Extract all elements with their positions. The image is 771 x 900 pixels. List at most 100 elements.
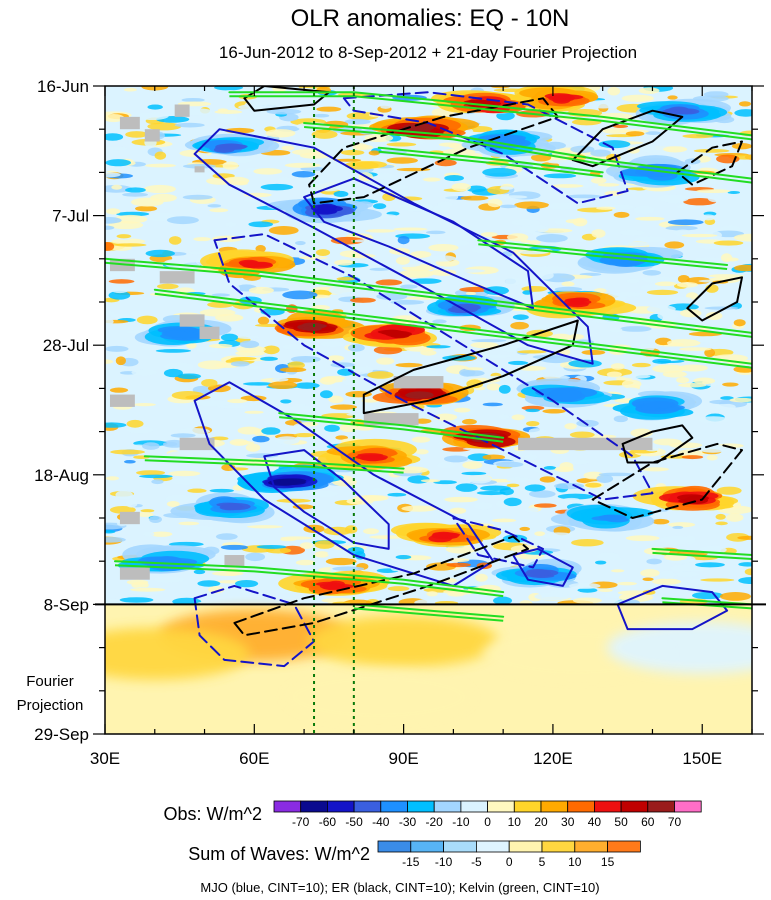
anomaly-cell <box>597 112 633 121</box>
anomaly-cluster-cell <box>566 301 589 308</box>
kelvin-contour-line <box>651 547 752 556</box>
anomaly-cell <box>426 591 438 597</box>
missing-data-box <box>144 129 160 142</box>
anomaly-cell <box>703 91 729 98</box>
waves-colorbar-swatch <box>541 840 576 853</box>
anomaly-cell <box>105 318 114 325</box>
anomaly-cell <box>314 551 330 558</box>
fourier-projection-field <box>105 604 752 734</box>
anomaly-cell <box>444 174 464 182</box>
anomaly-cell <box>387 586 410 592</box>
anomaly-cell <box>274 436 300 445</box>
anomaly-cell <box>147 122 182 131</box>
anomaly-cell <box>145 249 176 258</box>
anomaly-cell <box>726 513 744 522</box>
anomaly-cell <box>499 186 514 190</box>
anomaly-cell <box>678 347 712 351</box>
missing-data-box <box>159 271 195 284</box>
anomaly-cell <box>177 373 202 380</box>
anomaly-cell <box>125 499 138 508</box>
anomaly-cell <box>704 348 716 358</box>
anomaly-cell <box>612 124 629 128</box>
anomaly-cell <box>444 496 479 503</box>
anomaly-cell <box>131 581 149 589</box>
anomaly-cell <box>245 552 266 562</box>
anomaly-cell <box>554 286 583 292</box>
anomaly-cell <box>677 449 706 457</box>
anomaly-cell <box>344 118 371 125</box>
anomaly-cell <box>367 371 394 379</box>
anomaly-cell <box>105 146 128 151</box>
anomaly-cell <box>340 149 365 156</box>
anomaly-cell <box>397 235 410 245</box>
anomaly-cell <box>262 101 277 107</box>
anomaly-cell <box>140 509 155 513</box>
anomaly-cell <box>534 592 571 601</box>
kelvin-contour-line <box>303 122 752 180</box>
anomaly-cell <box>105 274 133 278</box>
anomaly-cluster-cell <box>544 93 574 100</box>
anomaly-cell <box>256 544 287 549</box>
anomaly-cell <box>641 467 670 472</box>
kelvin-contour-line <box>114 560 505 594</box>
obs-colorbar-label: Obs: W/m^2 <box>164 804 262 824</box>
anomaly-cell <box>744 568 752 576</box>
obs-colorbar-swatch <box>620 800 649 813</box>
anomaly-cell <box>115 356 126 366</box>
anomaly-cell <box>125 187 146 193</box>
obs-colorbar-tick-label: -60 <box>319 815 337 829</box>
obs-colorbar-swatch <box>353 800 382 813</box>
anomaly-cell <box>245 366 261 370</box>
anomaly-cell <box>715 513 726 520</box>
anomaly-cell <box>116 234 132 239</box>
anomaly-cell <box>716 486 742 495</box>
obs-colorbar-tick-label: 10 <box>508 815 522 829</box>
missing-data-box <box>174 104 190 117</box>
anomaly-cell <box>594 560 607 565</box>
anomaly-cell <box>443 192 459 201</box>
anomaly-cell <box>257 316 270 325</box>
anomaly-cell <box>122 192 149 197</box>
anomaly-cell <box>512 314 529 320</box>
projection-patch <box>105 627 250 680</box>
anomaly-cell <box>328 285 353 295</box>
anomaly-cell <box>113 214 148 224</box>
anomaly-cell <box>609 327 623 333</box>
anomaly-cell <box>634 236 666 243</box>
anomaly-cell <box>613 211 630 218</box>
anomaly-cell <box>713 240 744 246</box>
anomaly-cell <box>659 570 675 579</box>
anomaly-cell <box>432 319 447 324</box>
anomaly-cell <box>569 459 590 465</box>
anomaly-cell <box>471 339 507 343</box>
anomaly-cell <box>683 198 717 206</box>
anomaly-cell <box>335 435 348 440</box>
anomaly-cell <box>700 578 735 582</box>
anomaly-cell <box>105 217 122 224</box>
anomaly-cell <box>590 149 611 157</box>
anomaly-cell <box>652 578 682 585</box>
anomaly-cell <box>166 216 199 225</box>
anomaly-cell <box>695 562 725 568</box>
anomaly-cell <box>506 233 529 242</box>
er-contour-line <box>243 86 330 112</box>
anomaly-cell <box>147 104 163 110</box>
obs-colorbar-tick-label: 0 <box>484 815 491 829</box>
anomaly-cell <box>368 150 380 156</box>
anomaly-cell <box>136 512 154 517</box>
anomaly-cell <box>144 184 176 194</box>
anomaly-cell <box>222 161 239 170</box>
anomaly-cell <box>720 396 734 400</box>
anomaly-cell <box>217 108 229 112</box>
x-tick-label: 120E <box>533 749 573 768</box>
anomaly-cell <box>737 535 752 540</box>
anomaly-cluster-cell <box>279 478 307 484</box>
anomaly-cell <box>239 340 260 349</box>
anomaly-cell <box>543 173 577 179</box>
anomaly-cell <box>568 333 585 340</box>
anomaly-cell <box>105 536 126 543</box>
anomaly-cell <box>526 420 540 427</box>
obs-colorbar-swatch <box>380 800 408 813</box>
anomaly-cell <box>455 483 478 492</box>
anomaly-cell <box>664 241 685 249</box>
